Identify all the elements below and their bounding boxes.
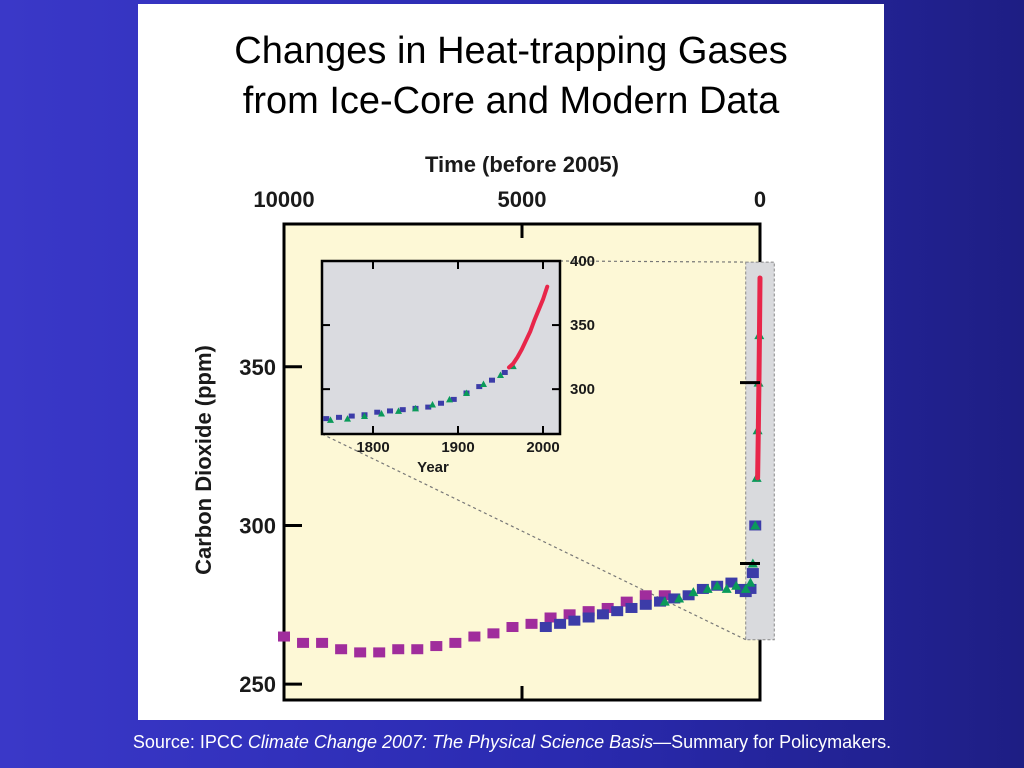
inset-data-point (446, 395, 453, 403)
main-data-point (620, 596, 633, 607)
main-data-point (702, 583, 713, 593)
main-data-point (335, 644, 348, 655)
main-data-point (668, 593, 681, 604)
inset-data-point (348, 413, 355, 419)
main-y-tick-label: 300 (239, 513, 276, 538)
main-data-point (712, 580, 723, 590)
source-suffix: —Summary for Policymakers. (653, 732, 892, 752)
main-data-point (487, 628, 500, 639)
main-data-point (750, 520, 761, 530)
main-data-point (568, 615, 581, 626)
title-line-1: Changes in Heat-trapping Gases (234, 30, 788, 72)
inset-data-point (327, 416, 334, 423)
main-data-point (373, 647, 386, 658)
main-data-point (611, 606, 624, 617)
main-y-axis-title: Carbon Dioxide (ppm) (191, 345, 216, 575)
main-x-tick-label: 0 (754, 187, 766, 212)
inset-data-point (463, 389, 470, 396)
main-data-point (674, 593, 685, 603)
main-data-point (392, 644, 405, 655)
inset-data-point (387, 408, 393, 414)
main-data-point (539, 622, 552, 633)
main-data-point (744, 583, 757, 594)
main-data-point (544, 612, 557, 623)
inset-data-point (438, 400, 444, 406)
inset-data-point (425, 404, 432, 410)
inset-data-point (336, 414, 342, 420)
inset-data-point (344, 415, 351, 422)
main-y-tick-label: 350 (239, 355, 276, 380)
slide-title: Changes in Heat-trapping Gases from Ice-… (138, 26, 884, 126)
main-data-point (563, 609, 576, 620)
main-data-point (297, 637, 310, 648)
inset-x-axis-title: Year (417, 459, 449, 476)
inset-data-point (489, 377, 495, 383)
main-data-point (430, 641, 443, 652)
main-data-point (745, 577, 756, 587)
main-data-point (278, 631, 290, 642)
main-data-point (582, 612, 595, 623)
main-data-point (525, 618, 538, 629)
inset-y-tick-label: 350 (570, 317, 595, 334)
inset-x-tick-label: 1900 (441, 439, 474, 456)
inset-data-point (399, 407, 406, 413)
main-data-point (682, 590, 695, 601)
inset-data-point (378, 409, 385, 417)
inset-data-point (361, 412, 368, 420)
main-data-point (411, 644, 424, 655)
main-data-point (468, 631, 481, 642)
main-data-point (725, 577, 738, 588)
inset-x-tick-label: 1800 (356, 439, 389, 456)
main-data-point (658, 590, 671, 601)
inset-data-point (497, 371, 504, 379)
main-data-point (659, 596, 670, 606)
title-line-2: from Ice-Core and Modern Data (242, 80, 780, 122)
main-data-point (596, 609, 609, 620)
zoom-connector-bottom (321, 433, 746, 641)
main-data-point (601, 602, 614, 613)
inset-data-point (450, 396, 457, 402)
main-data-point (625, 602, 638, 613)
inset-data-point (412, 404, 419, 412)
main-data-point (639, 590, 652, 601)
main-data-point (639, 599, 652, 610)
source-title: Climate Change 2007: The Physical Scienc… (247, 732, 654, 752)
main-data-point (746, 568, 759, 579)
main-top-axis-title: Time (before 2005) (425, 152, 619, 177)
main-data-point (506, 622, 519, 633)
main-x-tick-label: 5000 (498, 187, 547, 212)
main-data-point (316, 637, 329, 648)
main-y-tick-label: 250 (239, 672, 276, 697)
inset-y-tick-label: 400 (570, 253, 595, 270)
main-data-point (354, 647, 367, 658)
main-data-point (654, 596, 667, 607)
main-data-point (721, 583, 732, 593)
inset-data-point (501, 369, 508, 375)
inset-data-point (429, 401, 436, 408)
main-data-point (582, 606, 595, 617)
main-data-point (449, 637, 462, 648)
inset-data-point (395, 407, 402, 414)
source-prefix: Source: IPCC (132, 732, 248, 752)
inset-y-tick-label: 300 (570, 381, 595, 398)
inset-data-point (323, 416, 330, 422)
main-data-point (740, 583, 751, 593)
main-x-tick-label: 10000 (253, 187, 314, 212)
main-data-point (696, 583, 709, 594)
main-data-point (688, 587, 699, 597)
inset-series-modern-line (507, 284, 550, 370)
main-data-point (731, 580, 742, 590)
inset-plot: 1800 1900 2000 300 350 400 (320, 253, 595, 456)
inset-data-point (374, 409, 381, 415)
main-data-point (554, 618, 567, 629)
inset-data-point (480, 380, 487, 388)
main-series-modern-line (755, 275, 763, 481)
zoom-connector-top (559, 260, 746, 263)
source-footer: Source: IPCC Climate Change 2007: The Ph… (0, 732, 1024, 753)
inset-data-point (476, 384, 483, 390)
inset-x-tick-label: 2000 (526, 439, 559, 456)
